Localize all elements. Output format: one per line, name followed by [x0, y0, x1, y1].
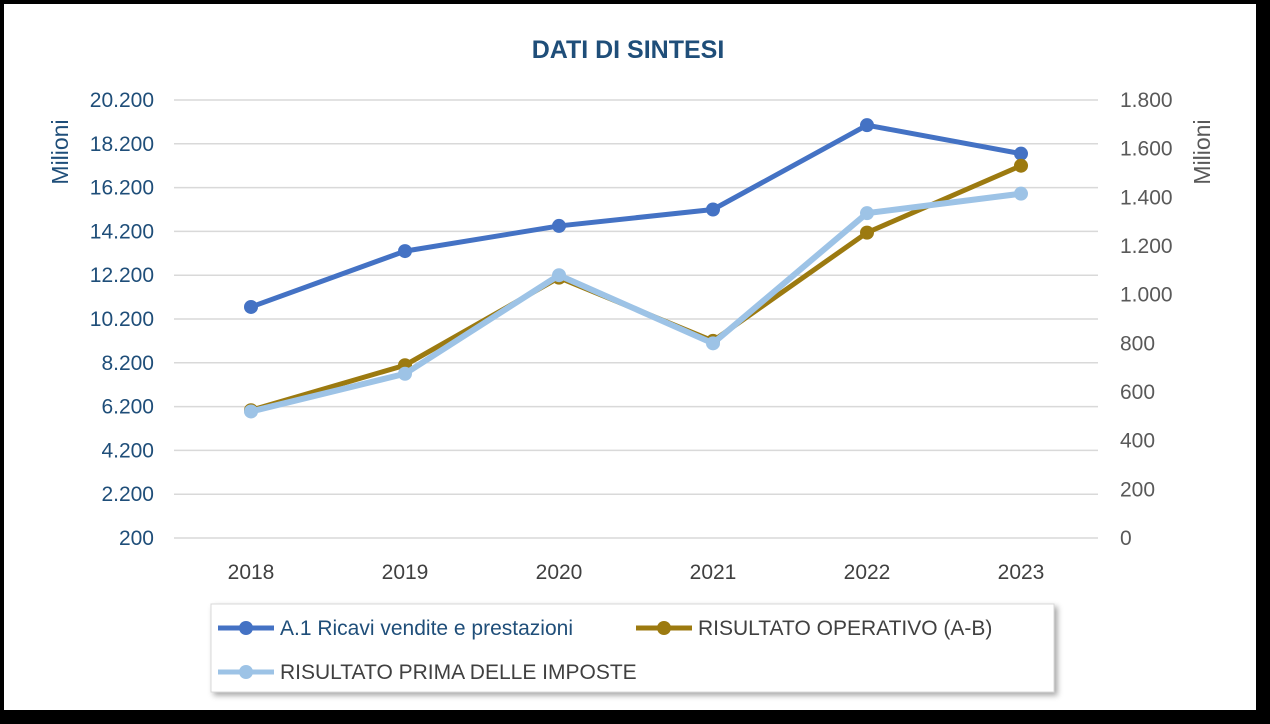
left-tick-label: 8.200 [101, 352, 154, 375]
left-tick-label: 6.200 [101, 396, 154, 419]
left-tick-label: 18.200 [90, 133, 154, 156]
legend-item-ricavi[interactable]: A.1 Ricavi vendite e prestazioni [218, 617, 573, 640]
data-point-2[interactable] [706, 336, 720, 351]
left-axis-ticks: 200 2.200 4.200 6.200 8.200 10.200 12.200 14.20… [90, 89, 154, 550]
legend-item-operativo[interactable]: RISULTATO OPERATIVO (A-B) [636, 617, 992, 640]
right-tick-label: 400 [1120, 430, 1155, 453]
right-axis-label: Milioni [1189, 119, 1215, 184]
legend-marker-imposte [239, 665, 253, 679]
legend-label-imposte: RISULTATO PRIMA DELLE IMPOSTE [280, 661, 637, 684]
data-point-2[interactable] [1014, 186, 1028, 201]
chart-title: DATI DI SINTESI [532, 36, 725, 64]
series-line-1 [250, 163, 1022, 413]
data-point-0[interactable] [244, 299, 258, 314]
series-group [244, 118, 1028, 419]
right-tick-label: 200 [1120, 478, 1155, 501]
left-tick-label: 14.200 [90, 220, 154, 243]
legend-marker-ricavi [239, 621, 253, 635]
right-tick-label: 1.600 [1120, 138, 1173, 161]
right-tick-label: 800 [1120, 332, 1155, 355]
data-point-0[interactable] [552, 218, 566, 233]
x-axis-ticks: 2018 2019 2020 2021 2022 2023 [228, 561, 1045, 584]
right-tick-label: 600 [1120, 381, 1155, 404]
gridlines [174, 99, 1098, 539]
x-tick-label: 2021 [690, 561, 737, 584]
data-point-2[interactable] [552, 268, 566, 283]
data-point-2[interactable] [860, 206, 874, 221]
data-point-0[interactable] [1014, 146, 1028, 161]
legend-item-imposte[interactable]: RISULTATO PRIMA DELLE IMPOSTE [218, 661, 637, 684]
legend-label-operativo: RISULTATO OPERATIVO (A-B) [698, 617, 992, 640]
right-tick-label: 1.800 [1120, 89, 1173, 112]
left-tick-label: 200 [119, 527, 154, 550]
right-tick-label: 1.400 [1120, 186, 1173, 209]
legend: A.1 Ricavi vendite e prestazioni RISULTA… [210, 603, 1055, 693]
line-chart: DATI DI SINTESI 200 2.200 4.200 6.200 8.200 1… [47, 36, 1215, 693]
series-line-0 [250, 122, 1022, 310]
legend-marker-operativo [657, 621, 671, 635]
data-point-0[interactable] [398, 244, 412, 259]
left-tick-label: 10.200 [90, 308, 154, 331]
x-tick-label: 2022 [844, 561, 891, 584]
data-point-2[interactable] [398, 366, 412, 381]
data-point-1[interactable] [1014, 158, 1028, 173]
right-tick-label: 1.000 [1120, 284, 1173, 307]
x-tick-label: 2020 [536, 561, 583, 584]
left-tick-label: 2.200 [101, 483, 154, 506]
right-axis-ticks: 0 200 400 600 800 1.000 1.200 1.400 1.600 1.800 [1120, 89, 1173, 550]
chart-frame: DATI DI SINTESI 200 2.200 4.200 6.200 8.200 1… [4, 4, 1256, 710]
series-line-2 [250, 190, 1022, 415]
x-tick-label: 2018 [228, 561, 275, 584]
right-tick-label: 1.200 [1120, 235, 1173, 258]
left-tick-label: 16.200 [90, 177, 154, 200]
x-tick-label: 2023 [998, 561, 1045, 584]
right-tick-label: 0 [1120, 527, 1132, 550]
left-axis-label: Milioni [47, 119, 73, 184]
left-tick-label: 20.200 [90, 89, 154, 112]
x-tick-label: 2019 [382, 561, 429, 584]
data-point-0[interactable] [706, 202, 720, 217]
data-point-1[interactable] [860, 225, 874, 240]
data-point-0[interactable] [860, 118, 874, 133]
left-tick-label: 12.200 [90, 264, 154, 287]
data-point-2[interactable] [244, 404, 258, 419]
legend-label-ricavi: A.1 Ricavi vendite e prestazioni [280, 617, 573, 640]
left-tick-label: 4.200 [101, 439, 154, 462]
